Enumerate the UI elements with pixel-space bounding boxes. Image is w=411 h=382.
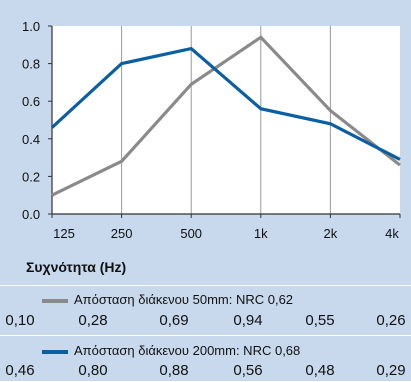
x-tick-label: 250 xyxy=(111,226,133,241)
data-value: 0,55 xyxy=(305,312,335,329)
data-value: 0,88 xyxy=(159,362,189,379)
data-value: 0,48 xyxy=(305,362,335,379)
data-value: 0,56 xyxy=(233,362,263,379)
series-line-1 xyxy=(51,35,401,197)
x-tick-label: 4k xyxy=(385,226,399,241)
data-value: 0,46 xyxy=(5,362,35,379)
data-value: 0,26 xyxy=(376,312,406,329)
values-row-series-2: 0,46 0,80 0,88 0,56 0,48 0,29 xyxy=(0,362,411,382)
plot-area xyxy=(52,26,400,214)
x-tick-label: 2k xyxy=(324,226,338,241)
x-tick-label: 125 xyxy=(53,226,75,241)
x-axis-title: Συχνότητα (Hz) xyxy=(26,259,127,275)
y-tick-label: 0.8 xyxy=(22,57,40,72)
data-value: 0,29 xyxy=(376,362,406,379)
legend-swatch xyxy=(42,350,68,354)
y-tick-label: 1.0 xyxy=(22,19,40,34)
data-value: 0,28 xyxy=(78,312,108,329)
data-value: 0,10 xyxy=(5,312,35,329)
y-tick-label: 0.4 xyxy=(22,132,40,147)
legend-label: Απόσταση διάκενου 200mm: NRC 0,68 xyxy=(74,343,301,358)
divider xyxy=(0,335,411,336)
x-tick-label: 500 xyxy=(180,226,202,241)
legend-item-series-1: Απόσταση διάκενου 50mm: NRC 0,62 xyxy=(0,292,411,308)
series-line-2 xyxy=(50,46,401,161)
legend-swatch xyxy=(42,299,68,303)
y-tick-label: 0.2 xyxy=(22,169,40,184)
data-value: 0,69 xyxy=(159,312,189,329)
y-tick-label: 0.0 xyxy=(22,207,40,222)
legend-label: Απόσταση διάκενου 50mm: NRC 0,62 xyxy=(74,292,294,307)
x-tick-label: 1k xyxy=(254,226,268,241)
legend-item-series-2: Απόσταση διάκενου 200mm: NRC 0,68 xyxy=(0,343,411,359)
y-tick-label: 0.6 xyxy=(22,94,40,109)
data-value: 0,80 xyxy=(78,362,108,379)
values-row-series-1: 0,10 0,28 0,69 0,94 0,55 0,26 xyxy=(0,312,411,332)
data-value: 0,94 xyxy=(233,312,263,329)
divider xyxy=(0,285,411,286)
chart-plot: 0.0 0.2 0.4 0.6 0.8 1.0 125 250 500 1k 2k 4k xyxy=(22,19,401,241)
